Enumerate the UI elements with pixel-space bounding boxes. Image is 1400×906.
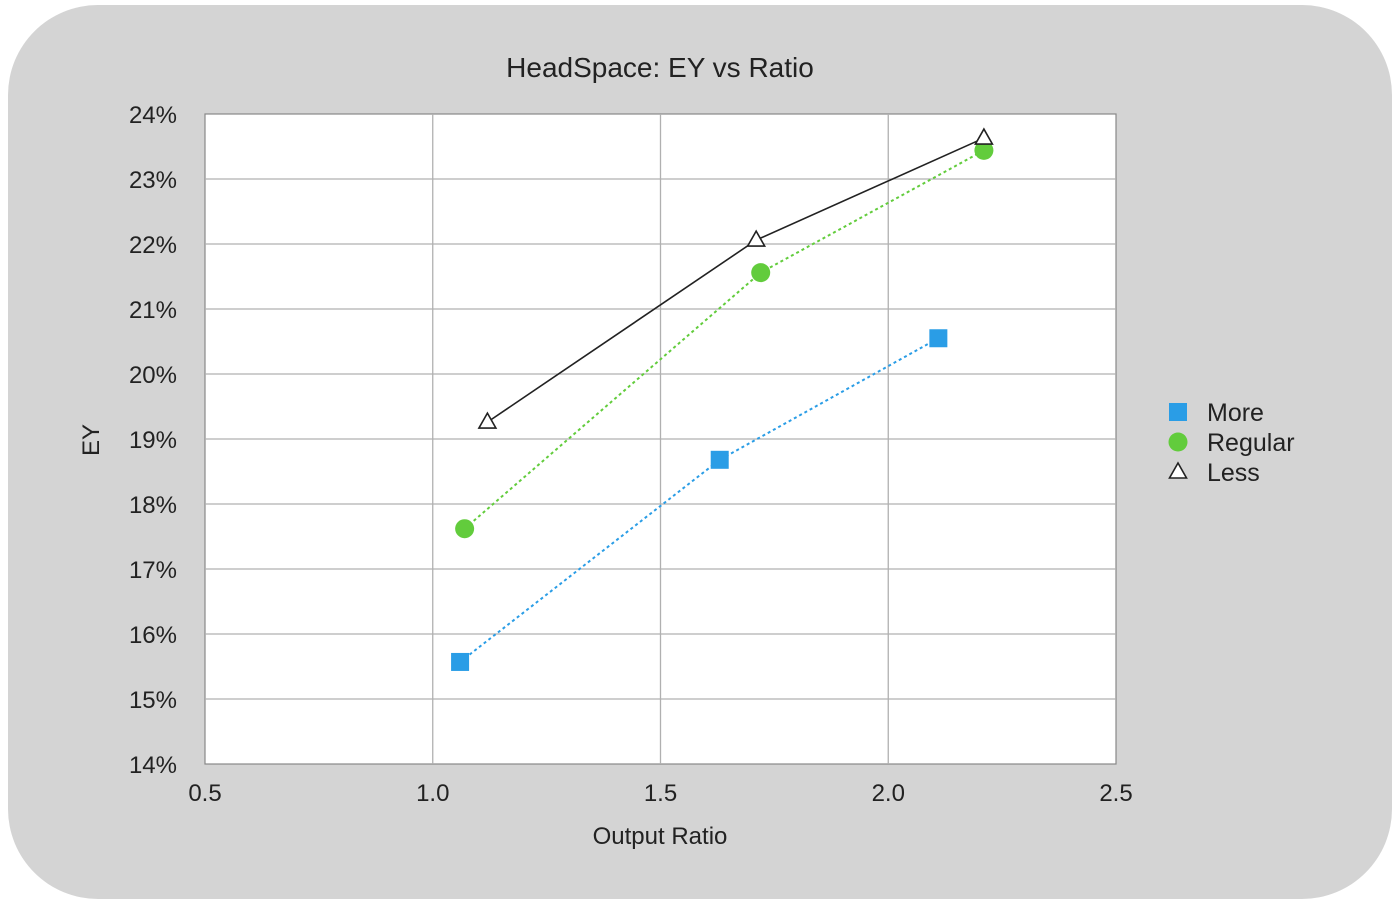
- y-tick-label: 22%: [129, 232, 177, 259]
- data-point-more: [929, 329, 948, 348]
- legend-marker-more: [1169, 403, 1187, 421]
- y-tick-label: 18%: [129, 492, 177, 519]
- data-point-less: [477, 411, 498, 429]
- grid-lines: [205, 114, 1116, 764]
- series-more: [451, 329, 948, 671]
- legend-item-less: Less: [1168, 459, 1260, 487]
- y-tick-label: 17%: [129, 557, 177, 584]
- y-tick-label: 23%: [129, 167, 177, 194]
- y-tick-label: 19%: [129, 427, 177, 454]
- x-tick-label: 2.0: [872, 780, 905, 807]
- y-tick-label: 16%: [129, 622, 177, 649]
- data-point-regular: [974, 140, 994, 160]
- x-axis-label: Output Ratio: [593, 823, 728, 850]
- y-tick-label: 20%: [129, 362, 177, 389]
- series-less: [477, 127, 994, 429]
- data-point-more: [710, 450, 729, 469]
- legend-label-less: Less: [1207, 459, 1260, 487]
- data-point-regular: [455, 519, 475, 539]
- data-point-more: [451, 652, 470, 671]
- data-point-less: [746, 229, 767, 247]
- x-tick-label: 0.5: [188, 780, 221, 807]
- legend-label-regular: Regular: [1207, 429, 1295, 457]
- legend-label-more: More: [1207, 399, 1264, 427]
- data-point-regular: [751, 263, 771, 283]
- y-tick-label: 15%: [129, 687, 177, 714]
- series-line-more: [459, 337, 939, 663]
- legend-item-more: More: [1169, 399, 1264, 427]
- x-tick-label: 2.5: [1099, 780, 1132, 807]
- legend-marker-regular: [1168, 432, 1188, 452]
- y-axis-label: EY: [78, 424, 105, 456]
- y-tick-label: 14%: [129, 752, 177, 779]
- x-tick-label: 1.0: [416, 780, 449, 807]
- series-layer: [451, 127, 994, 671]
- legend-marker-less: [1168, 461, 1188, 479]
- legend-item-regular: Regular: [1168, 429, 1295, 457]
- data-point-less: [974, 127, 994, 145]
- chart-title: HeadSpace: EY vs Ratio: [506, 52, 814, 83]
- y-tick-label: 21%: [129, 297, 177, 324]
- tick-labels: 0.5 1.0 1.5 2.0 2.5 24% 23% 22% 21% 20% 19% 18% 17% 1…: [129, 102, 1133, 807]
- x-tick-label: 1.5: [644, 780, 677, 807]
- y-tick-label: 24%: [129, 102, 177, 129]
- series-regular: [455, 140, 994, 539]
